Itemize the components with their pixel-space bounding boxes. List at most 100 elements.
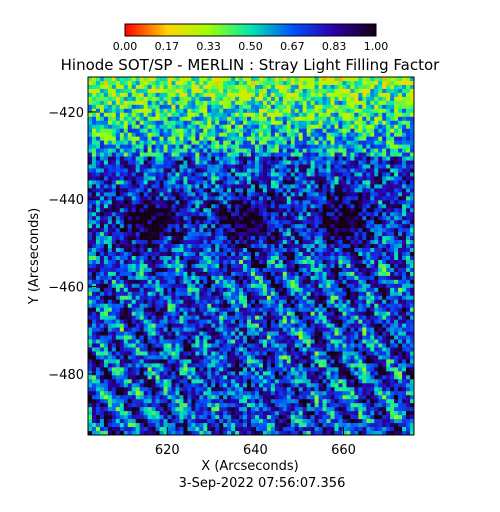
heatmap-cell — [354, 287, 359, 293]
heatmap-cell — [398, 92, 403, 98]
heatmap-cell — [99, 77, 105, 82]
heatmap-cell — [334, 279, 339, 285]
heatmap-cell — [175, 295, 180, 301]
heatmap-cell — [135, 120, 140, 126]
heatmap-cell — [123, 275, 129, 281]
heatmap-cell — [123, 244, 129, 249]
heatmap-cell — [350, 196, 355, 201]
heatmap-cell — [258, 311, 264, 316]
heatmap-cell — [167, 160, 172, 165]
heatmap-cell — [143, 136, 148, 141]
heatmap-cell — [123, 156, 129, 161]
heatmap-cell — [402, 180, 407, 185]
heatmap-cell — [290, 283, 296, 289]
heatmap-cell — [235, 124, 240, 130]
heatmap-cell — [398, 275, 403, 281]
heatmap-cell — [270, 259, 276, 265]
heatmap-cell — [366, 128, 371, 133]
heatmap-cell — [314, 216, 319, 221]
heatmap-cell — [199, 176, 204, 181]
heatmap-cell — [302, 77, 307, 82]
heatmap-cell — [147, 116, 152, 122]
heatmap-cell — [223, 192, 228, 197]
heatmap-cell — [127, 176, 133, 181]
heatmap-cell — [402, 259, 407, 265]
heatmap-cell — [207, 172, 212, 177]
heatmap-cell — [243, 128, 248, 133]
heatmap-cell — [330, 116, 335, 122]
heatmap-cell — [350, 140, 355, 145]
heatmap-cell — [235, 164, 240, 169]
heatmap-cell — [195, 224, 200, 229]
heatmap-cell — [219, 124, 224, 130]
heatmap-cell — [195, 112, 200, 118]
heatmap-cell — [131, 200, 137, 205]
heatmap-cell — [370, 77, 375, 82]
heatmap-cell — [191, 128, 196, 133]
heatmap-cell — [107, 108, 113, 114]
heatmap-cell — [163, 136, 168, 141]
heatmap-cell — [143, 120, 148, 126]
heatmap-cell — [342, 232, 347, 237]
heatmap-cell — [135, 108, 140, 114]
heatmap-cell — [155, 196, 160, 201]
heatmap-cell — [115, 216, 121, 221]
heatmap-cell — [350, 100, 355, 106]
heatmap-cell — [306, 267, 311, 273]
heatmap-cell — [278, 120, 284, 126]
heatmap-cell — [235, 196, 240, 201]
heatmap-cell — [95, 228, 101, 233]
heatmap-cell — [215, 315, 220, 320]
heatmap-cell — [270, 96, 276, 102]
heatmap-cell — [195, 236, 200, 241]
heatmap-cell — [254, 236, 260, 241]
heatmap-cell — [330, 140, 335, 145]
heatmap-cell — [338, 208, 343, 213]
heatmap-cell — [286, 216, 292, 221]
heatmap-cell — [243, 271, 248, 277]
heatmap-cell — [175, 224, 180, 229]
heatmap-cell — [215, 216, 220, 221]
heatmap-cell — [322, 156, 327, 161]
heatmap-cell — [127, 192, 133, 197]
heatmap-cell — [298, 124, 303, 130]
heatmap-cell — [298, 248, 303, 253]
heatmap-cell — [219, 252, 224, 257]
heatmap-cell — [366, 208, 371, 213]
heatmap-cell — [354, 100, 359, 106]
heatmap-cell — [139, 136, 144, 141]
heatmap-cell — [127, 152, 133, 157]
heatmap-cell — [326, 267, 331, 273]
heatmap-cell — [274, 271, 280, 277]
heatmap-cell — [346, 244, 351, 249]
heatmap-cell — [143, 295, 148, 301]
heatmap-cell — [131, 248, 137, 253]
heatmap-cell — [223, 160, 228, 165]
heatmap-cell — [294, 252, 300, 257]
heatmap-cell — [203, 283, 208, 289]
heatmap-cell — [254, 108, 260, 114]
heatmap-cell — [270, 188, 276, 193]
heatmap-cell — [318, 168, 323, 173]
heatmap-cell — [179, 236, 184, 241]
heatmap-cell — [139, 124, 144, 130]
heatmap-cell — [239, 303, 244, 309]
heatmap-cell — [294, 236, 300, 241]
heatmap-cell — [211, 136, 216, 141]
heatmap-cell — [207, 88, 212, 94]
heatmap-cell — [358, 263, 363, 269]
heatmap-cell — [306, 283, 311, 289]
heatmap-cell — [314, 291, 319, 297]
heatmap-cell — [119, 196, 125, 201]
heatmap-cell — [370, 184, 375, 189]
heatmap-cell — [135, 299, 140, 305]
heatmap-cell — [159, 88, 164, 94]
heatmap-cell — [318, 283, 323, 289]
heatmap-cell — [167, 240, 172, 245]
heatmap-cell — [167, 116, 172, 122]
heatmap-cell — [179, 128, 184, 133]
heatmap-cell — [346, 252, 351, 257]
heatmap-cell — [298, 287, 303, 293]
heatmap-cell — [394, 192, 399, 197]
heatmap-cell — [258, 315, 264, 320]
